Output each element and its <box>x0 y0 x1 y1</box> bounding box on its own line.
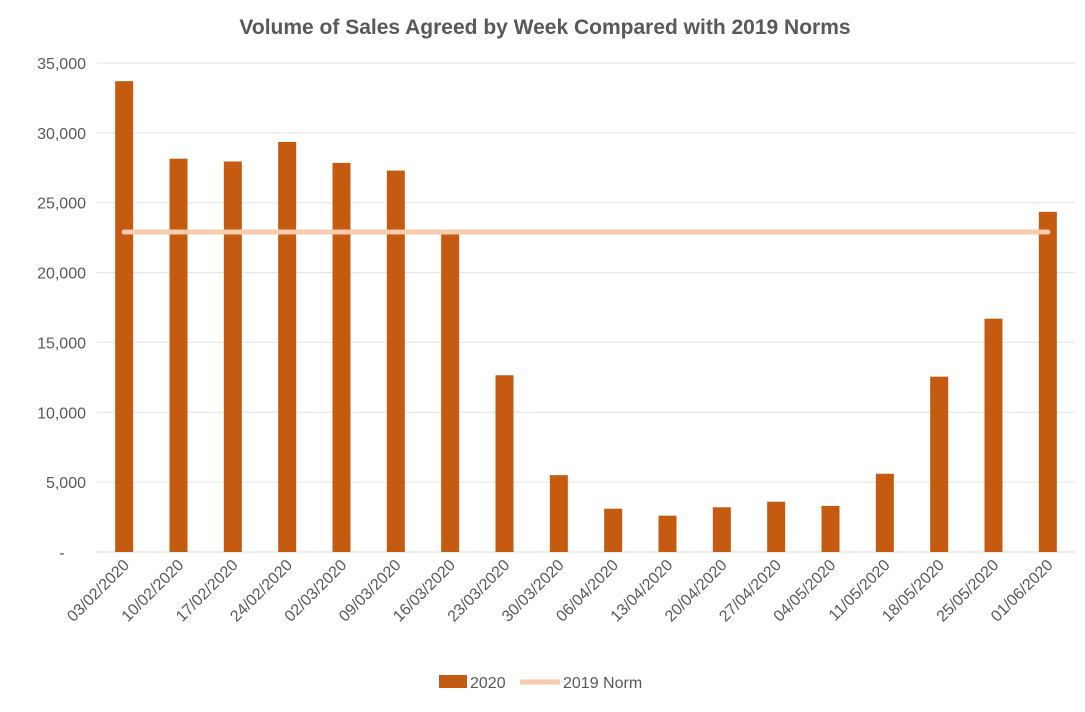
y-tick-label: 30,000 <box>37 126 86 143</box>
y-tick-label: 5,000 <box>46 475 86 492</box>
legend-label-2020: 2020 <box>470 675 506 692</box>
bar <box>115 81 134 553</box>
bar <box>930 376 949 552</box>
y-tick-label: 20,000 <box>37 266 86 283</box>
bar <box>604 508 623 552</box>
bar <box>549 475 568 552</box>
bar <box>278 141 297 552</box>
bar <box>495 375 514 552</box>
y-tick-label: 25,000 <box>37 196 86 213</box>
bar <box>821 505 840 552</box>
bar <box>441 232 460 552</box>
legend-label-2019-norm: 2019 Norm <box>563 675 642 692</box>
y-tick-label: - <box>59 545 64 562</box>
bar <box>386 170 405 552</box>
y-tick-label: 10,000 <box>37 405 86 422</box>
bar <box>712 507 731 552</box>
legend: 2020 2019 Norm <box>439 675 642 692</box>
chart-title: Volume of Sales Agreed by Week Compared … <box>239 16 850 39</box>
bar <box>332 162 351 552</box>
bar <box>875 473 894 552</box>
bar <box>767 501 786 552</box>
bar <box>223 161 242 552</box>
legend-swatch-2020 <box>439 675 467 688</box>
bar <box>169 158 188 552</box>
bar <box>658 515 677 552</box>
y-tick-label: 35,000 <box>37 56 86 73</box>
bar <box>1038 211 1057 552</box>
bar <box>984 318 1003 552</box>
y-tick-label: 15,000 <box>37 335 86 352</box>
